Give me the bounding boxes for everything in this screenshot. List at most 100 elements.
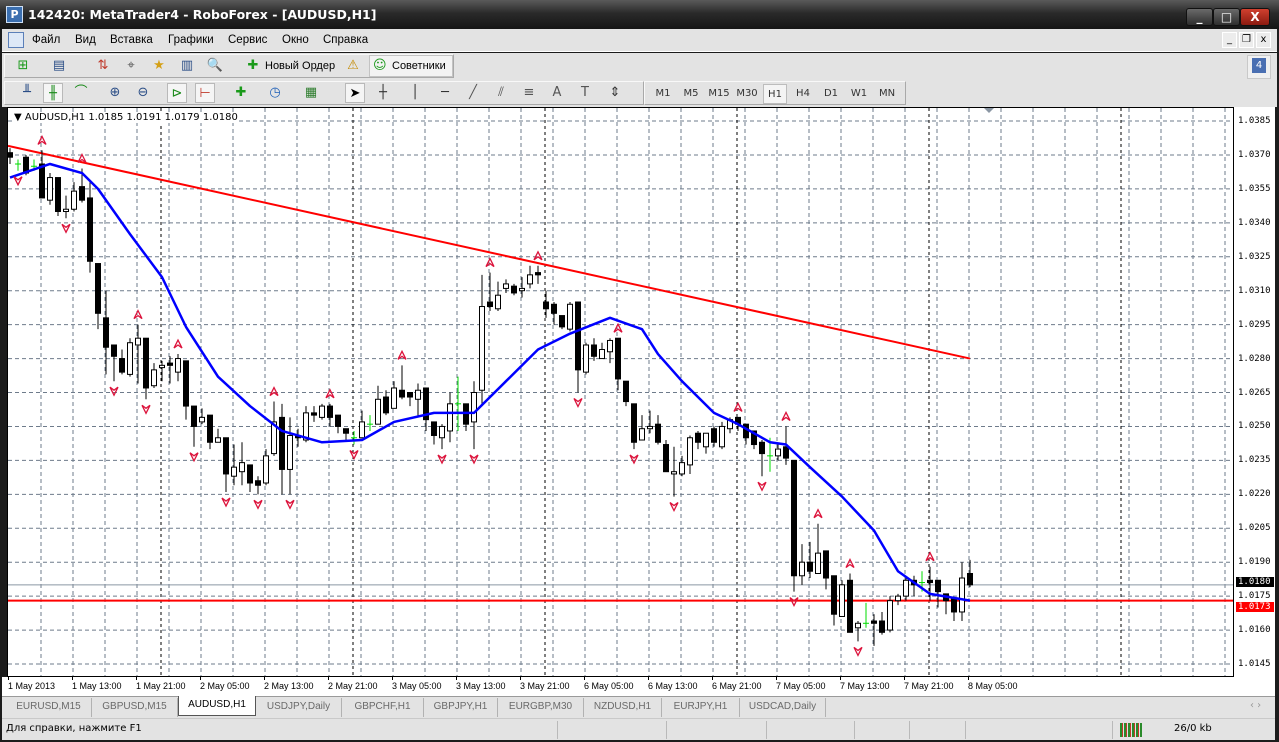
text-label-icon[interactable]: T: [581, 85, 589, 100]
mdi-minimize-button[interactable]: _: [1222, 32, 1237, 48]
navigator-icon[interactable]: ★: [153, 58, 165, 73]
arrows-icon[interactable]: ⇕: [609, 85, 621, 100]
warning-icon[interactable]: ⚠: [347, 58, 359, 73]
candle-bull: [599, 349, 605, 360]
timeframe-d1[interactable]: D1: [823, 88, 839, 99]
connection-bars-icon[interactable]: [1120, 723, 1142, 737]
time-axis[interactable]: 1 May 2013 1 May 13:00 1 May 21:00 2 May 05…: [2, 677, 1275, 696]
timeframe-m5[interactable]: M5: [683, 88, 699, 99]
candle-bull: [719, 425, 725, 448]
fibonacci-icon[interactable]: ≡: [523, 85, 535, 100]
minimize-button[interactable]: _: [1186, 8, 1213, 26]
strategy-tester-icon[interactable]: 🔍: [206, 58, 224, 73]
candle-bull: [159, 364, 165, 369]
candle-bull: [959, 577, 965, 613]
menu-view[interactable]: Вид: [75, 34, 96, 46]
chart-shift-marker-icon: [984, 108, 994, 113]
market-watch-icon[interactable]: ⇅: [97, 58, 109, 73]
crosshair-icon[interactable]: ┼: [379, 85, 387, 100]
zoom-in-icon[interactable]: ⊕: [109, 85, 121, 100]
chart-tab-usdcad-daily[interactable]: USDCAD,Daily: [740, 698, 826, 717]
chart-tab-audusd-h1[interactable]: AUDUSD,H1: [178, 696, 256, 716]
bar-chart-icon[interactable]: ╨: [23, 85, 31, 100]
autoscroll-icon[interactable]: ⊳: [167, 83, 187, 103]
fractal-down-arrow-icon: [189, 452, 199, 463]
maximize-button[interactable]: □: [1213, 8, 1240, 26]
time-tick-label: 6 May 05:00: [584, 681, 634, 691]
chart-tab-eurusd-m15[interactable]: EURUSD,M15: [6, 698, 92, 717]
periods-clock-icon[interactable]: ◷: [269, 85, 281, 100]
timeframe-mn[interactable]: MN: [878, 88, 896, 99]
timeframe-h4[interactable]: H4: [796, 88, 810, 99]
chart-tab-usdjpy-daily[interactable]: USDJPY,Daily: [256, 698, 342, 717]
chart-tab-gbpusd-m15[interactable]: GBPUSD,M15: [92, 698, 178, 717]
time-tick: [328, 677, 329, 680]
time-tick-label: 3 May 05:00: [392, 681, 442, 691]
trendline-icon[interactable]: ╱: [469, 85, 477, 100]
close-button[interactable]: X: [1240, 8, 1270, 26]
line-chart-icon[interactable]: ⌒: [74, 85, 88, 100]
candle-bear: [623, 380, 629, 403]
data-window-icon[interactable]: ⌖: [127, 58, 135, 73]
chart-tab-nzdusd-h1[interactable]: NZDUSD,H1: [584, 698, 662, 717]
price-tick-label: 1.0370: [1238, 149, 1271, 160]
timeframe-m1[interactable]: M1: [655, 88, 671, 99]
candle-bear: [383, 396, 389, 414]
charts-toolbar: ╨ ╫ ⌒ ⊕ ⊖ ⊳ ⊢ ✚ ◷ ▦ ➤ ┼ │ ─ ╱ ⫽ ≡ A T ⇕: [4, 81, 644, 105]
fractal-down-arrow-icon: [573, 397, 583, 408]
timeframe-h1[interactable]: H1: [763, 84, 787, 104]
chart-tab-eurgbp-m30[interactable]: EURGBP,M30: [498, 698, 584, 717]
chart-canvas[interactable]: [8, 108, 1233, 676]
candlestick-chart-icon[interactable]: ╫: [43, 83, 63, 103]
time-tick-label: 3 May 13:00: [456, 681, 506, 691]
new-order-icon[interactable]: ✚: [247, 58, 259, 73]
chart-shift-icon[interactable]: ⊢: [195, 83, 215, 103]
fractal-up-arrow-icon: [533, 250, 543, 261]
menu-tools[interactable]: Сервис: [228, 34, 268, 46]
indicators-icon[interactable]: ✚: [235, 85, 247, 100]
candle-bull: [239, 462, 245, 473]
fractal-down-arrow-icon: [853, 646, 863, 657]
terminal-icon[interactable]: ▥: [180, 58, 194, 73]
price-tick-label: 1.0295: [1238, 319, 1271, 330]
equidistant-channel-icon[interactable]: ⫽: [498, 85, 504, 100]
zoom-out-icon[interactable]: ⊖: [137, 85, 149, 100]
candle-bear: [223, 437, 229, 475]
chart-tab-gbpjpy-h1[interactable]: GBPJPY,H1: [424, 698, 498, 717]
notifications-button[interactable]: 4: [1247, 55, 1271, 79]
cursor-icon[interactable]: ➤: [345, 83, 365, 103]
experts-button[interactable]: ☺ Советники: [369, 55, 453, 77]
chart-tab-gbpchf-h1[interactable]: GBPCHF,H1: [342, 698, 424, 717]
horizontal-line-icon[interactable]: ─: [441, 85, 449, 100]
vertical-line-icon[interactable]: │: [411, 85, 419, 100]
candle-bull: [439, 425, 445, 439]
tab-scroll-arrows-icon[interactable]: ‹ ›: [1250, 700, 1262, 711]
price-chart[interactable]: ▼ AUDUSD,H1 1.0185 1.0191 1.0179 1.0180: [7, 107, 1234, 677]
price-axis[interactable]: 1.0385 1.0370 1.0355 1.0340 1.0325 1.0310 1.02…: [1234, 107, 1275, 677]
price-tick-label: 1.0235: [1238, 455, 1271, 466]
mdi-restore-button[interactable]: ❐: [1239, 32, 1254, 48]
chart-menu-triangle-icon[interactable]: ▼: [14, 112, 25, 123]
menu-window[interactable]: Окно: [282, 34, 309, 46]
menu-help[interactable]: Справка: [323, 34, 369, 46]
timeframe-m15[interactable]: M15: [708, 88, 730, 99]
profiles-icon[interactable]: ▤: [52, 58, 66, 73]
candle-bull: [375, 398, 381, 425]
candle-bull: [527, 274, 533, 285]
chart-tab-eurjpy-h1[interactable]: EURJPY,H1: [662, 698, 740, 717]
menu-file[interactable]: Файл: [32, 34, 61, 46]
timeframe-m30[interactable]: M30: [736, 88, 758, 99]
timeframe-w1[interactable]: W1: [850, 88, 868, 99]
menu-charts[interactable]: Графики: [168, 34, 214, 46]
menu-insert[interactable]: Вставка: [110, 34, 153, 46]
metatrader-logo-icon: P: [6, 6, 23, 23]
text-icon[interactable]: A: [552, 85, 562, 100]
candle-bear: [407, 392, 413, 398]
new-order-button[interactable]: Новый Ордер: [265, 60, 336, 72]
time-tick-label: 2 May 21:00: [328, 681, 378, 691]
new-chart-icon[interactable]: ⊞: [17, 58, 29, 73]
fractal-down-arrow-icon: [437, 454, 447, 465]
candle-bull: [415, 389, 421, 400]
templates-icon[interactable]: ▦: [304, 85, 318, 100]
mdi-close-button[interactable]: x: [1256, 32, 1271, 48]
